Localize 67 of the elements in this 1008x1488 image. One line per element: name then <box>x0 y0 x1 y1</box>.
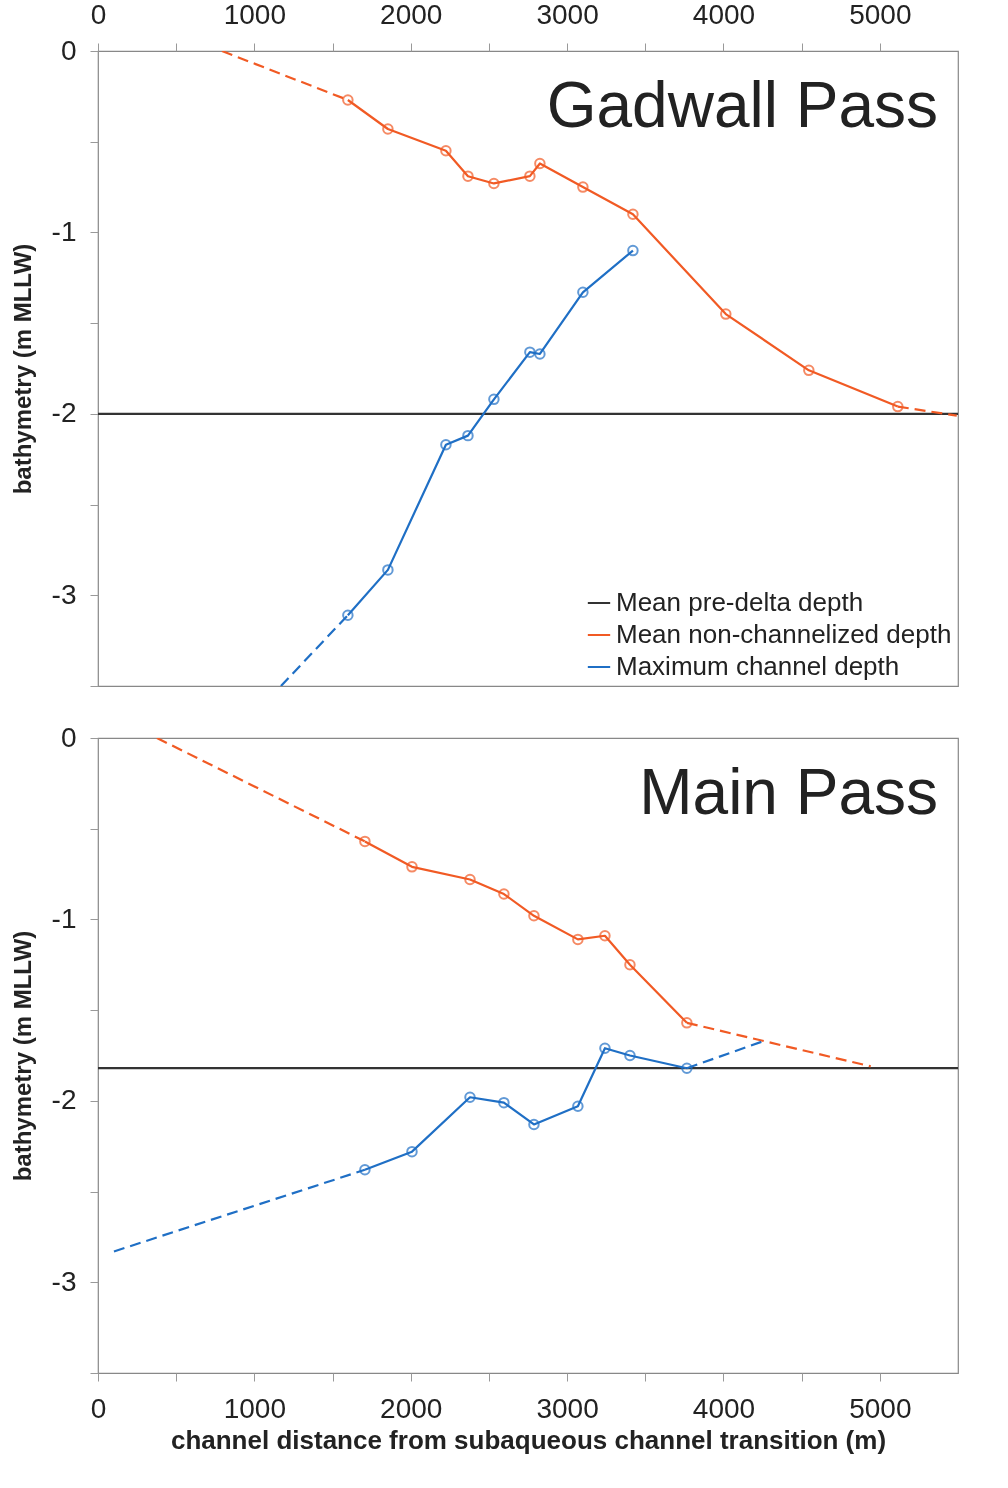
point <box>572 933 584 946</box>
y-tick-label: -2 <box>51 397 77 429</box>
point <box>528 1118 540 1131</box>
y-tick-label: -1 <box>51 902 77 934</box>
point <box>382 123 394 135</box>
point <box>524 346 536 358</box>
x-tick-label: 1000 <box>223 1392 287 1424</box>
point <box>462 429 474 442</box>
x-tick-label: 4000 <box>692 0 756 30</box>
point <box>803 364 815 377</box>
x-tick-label: 5000 <box>849 1392 912 1424</box>
y-axis-title: bathymetry (m MLLW) <box>8 243 36 495</box>
point <box>382 564 394 576</box>
point <box>681 1017 693 1029</box>
point <box>720 308 732 320</box>
point <box>488 177 500 190</box>
point <box>440 145 452 157</box>
y-tick-label: 0 <box>60 721 77 753</box>
point <box>464 1091 476 1103</box>
y-tick-label: -3 <box>51 578 77 610</box>
y-tick-label: -1 <box>51 215 77 247</box>
y-axis-title: bathymetry (m MLLW) <box>8 930 36 1182</box>
x-tick-label: 0 <box>90 1392 107 1424</box>
y-tick-label: -3 <box>51 1265 77 1297</box>
legend-label: Mean non-channelized depth <box>616 619 952 649</box>
point <box>624 959 636 971</box>
y-tick-label: 0 <box>60 34 77 66</box>
legend-label: Maximum channel depth <box>616 651 900 681</box>
x-tick-label: 3000 <box>536 0 599 30</box>
point <box>440 438 452 451</box>
point <box>406 1145 418 1158</box>
point <box>892 400 904 413</box>
y-tick-label: -2 <box>51 1084 77 1116</box>
point <box>359 1164 371 1176</box>
x-tick-label: 2000 <box>380 0 443 30</box>
annotation: Gadwall Pass <box>546 69 938 141</box>
legend-label: Mean pre-delta depth <box>616 587 864 617</box>
point <box>624 1049 636 1062</box>
point <box>627 208 639 221</box>
point <box>498 1096 510 1109</box>
x-tick-label: 0 <box>90 0 107 30</box>
point <box>599 1042 611 1054</box>
point <box>342 609 354 621</box>
point <box>572 1100 584 1113</box>
x-tick-label: 3000 <box>536 1392 599 1424</box>
point <box>342 94 354 106</box>
point <box>528 910 540 922</box>
point <box>462 170 474 182</box>
point <box>627 244 639 257</box>
x-tick-label: 4000 <box>692 1392 756 1424</box>
x-axis-title: channel distance from subaqueous channel transition (m) <box>170 1424 887 1455</box>
point <box>577 181 589 193</box>
point <box>524 170 536 182</box>
point <box>406 861 418 873</box>
point <box>534 157 546 170</box>
point <box>359 835 371 848</box>
point <box>599 930 611 942</box>
x-tick-label: 2000 <box>380 1392 443 1424</box>
point <box>534 348 546 360</box>
point <box>498 888 510 900</box>
point <box>488 393 500 406</box>
x-tick-label: 5000 <box>849 0 912 30</box>
point <box>464 873 476 886</box>
point <box>577 286 589 299</box>
x-tick-label: 1000 <box>223 0 287 30</box>
point <box>681 1062 693 1074</box>
annotation: Main Pass <box>639 756 938 828</box>
